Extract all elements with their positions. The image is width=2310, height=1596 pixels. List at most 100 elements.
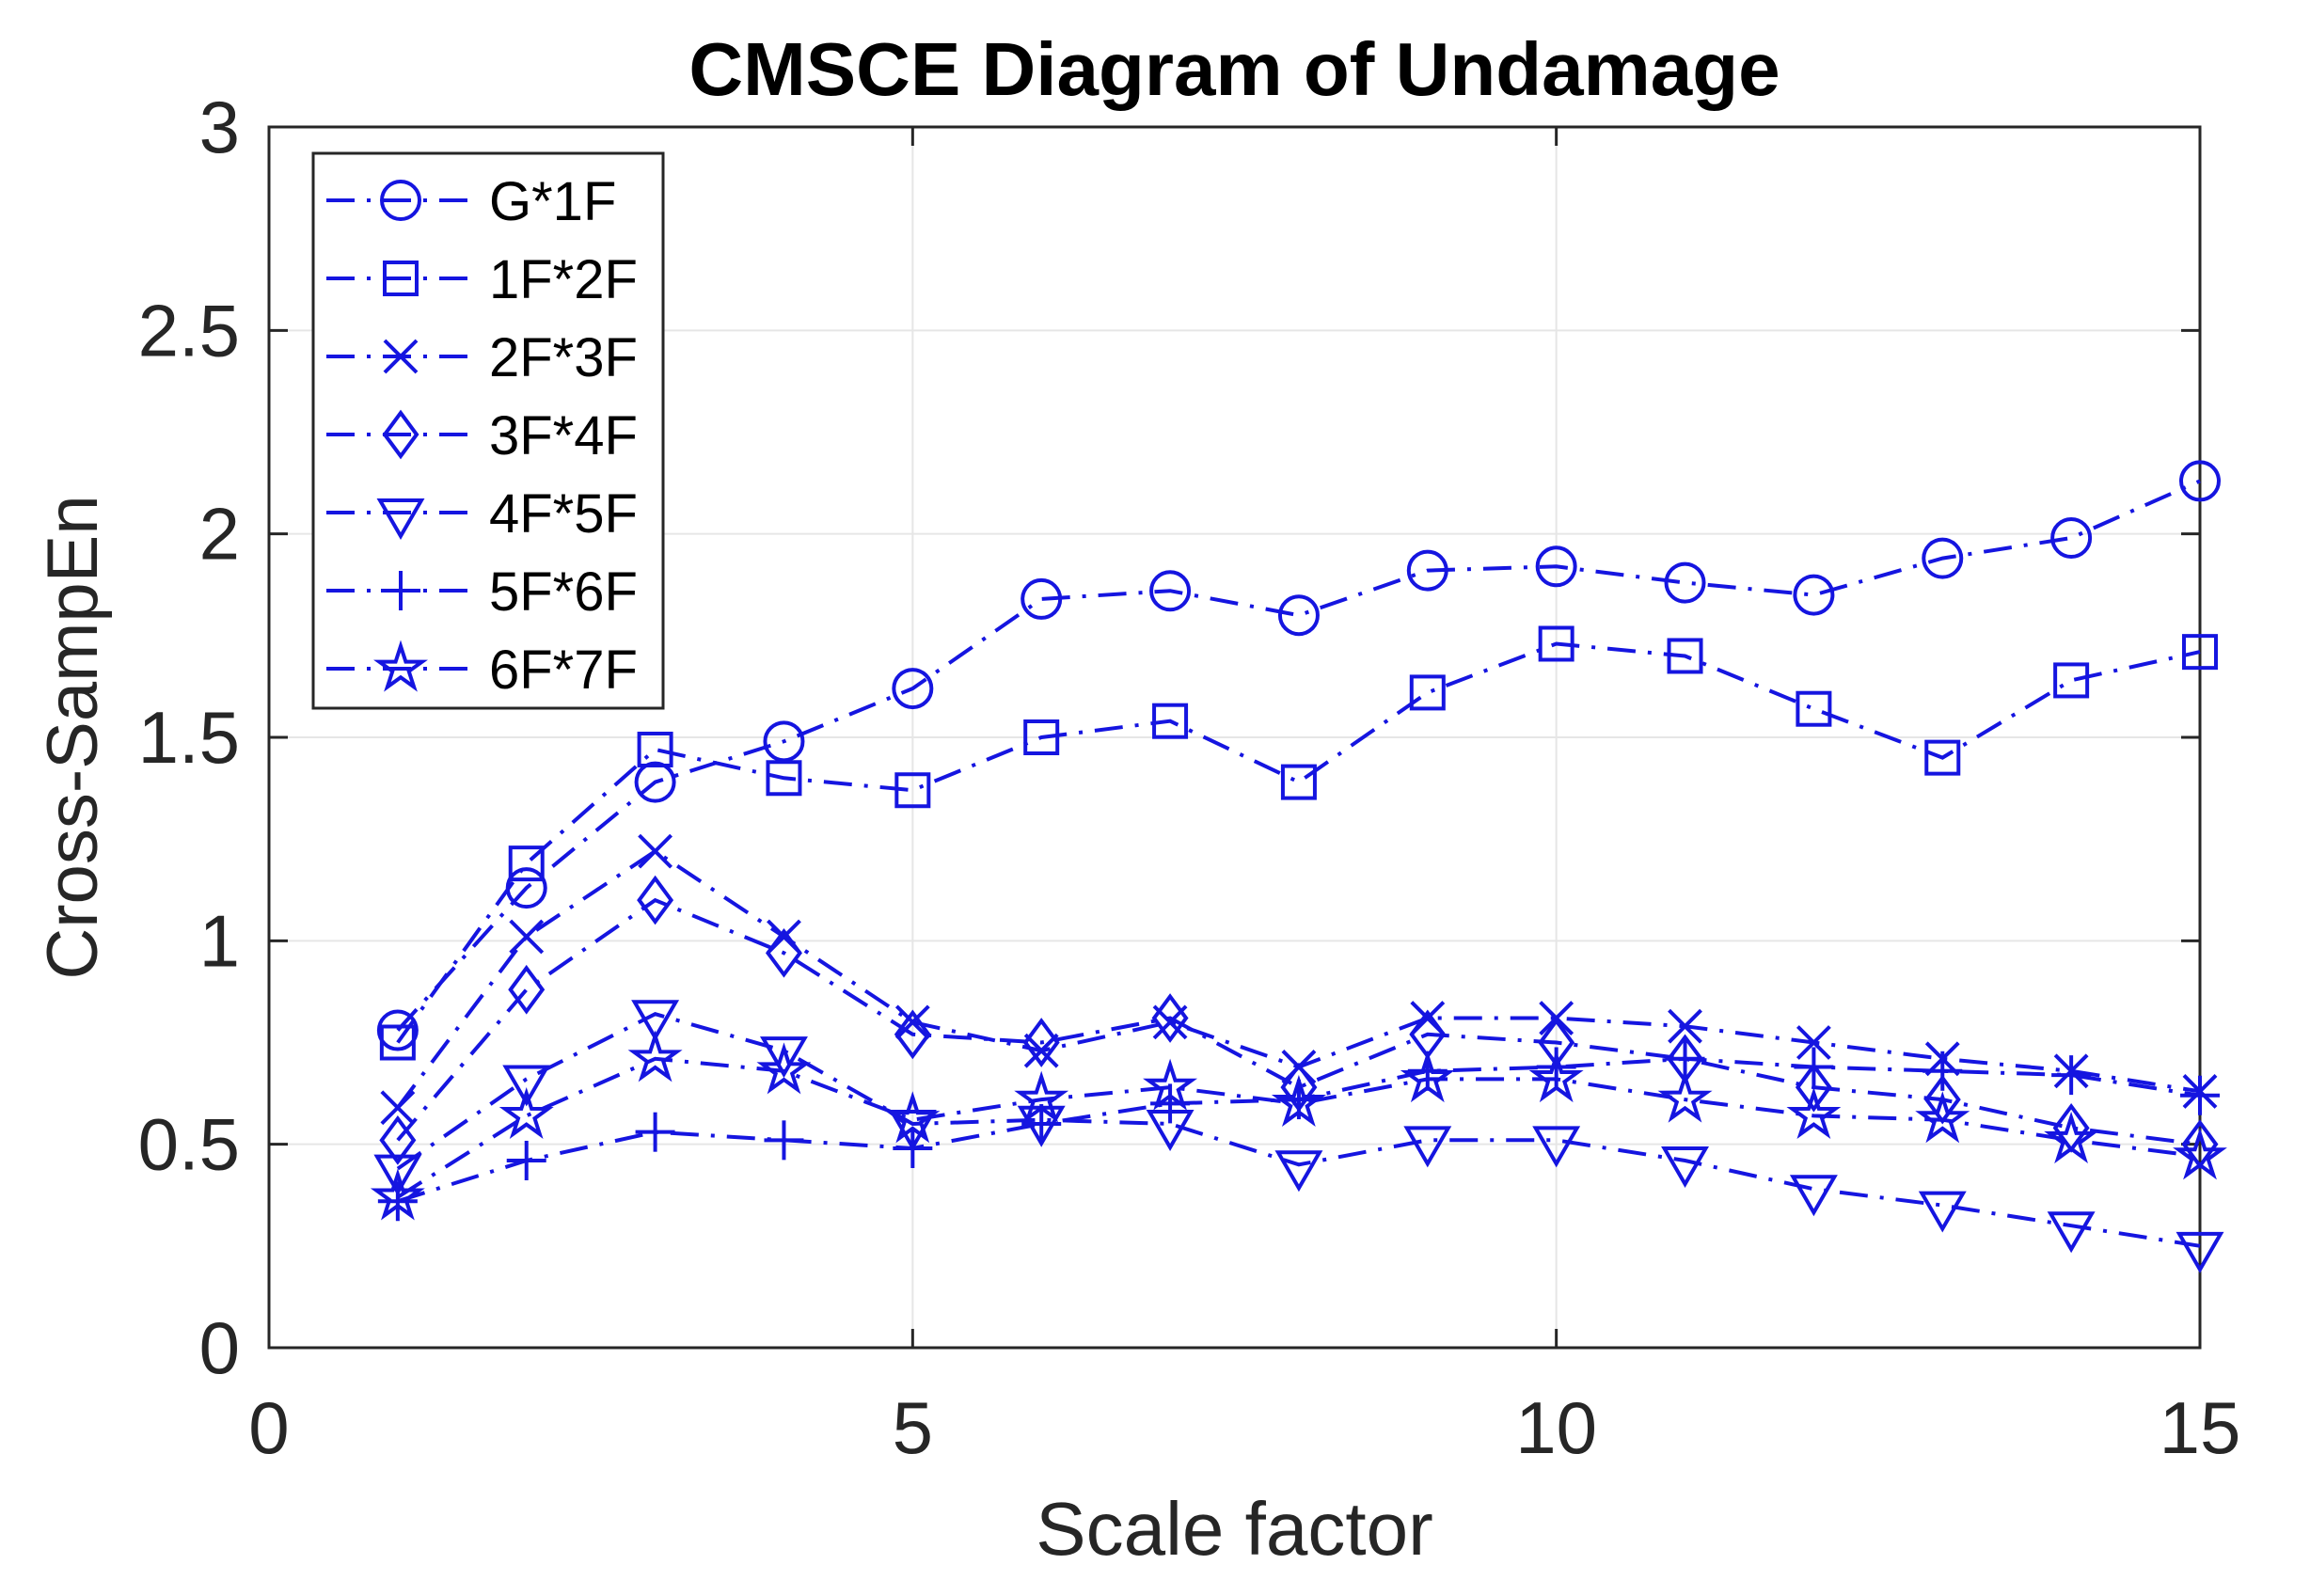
chart-title: CMSCE Diagram of Undamage: [688, 27, 1780, 111]
x-tick-label: 0: [248, 1386, 289, 1469]
star-marker: [2173, 1128, 2227, 1180]
circle-marker: [1406, 549, 1448, 592]
triangle-marker: [759, 1036, 808, 1079]
diamond-marker: [1151, 993, 1189, 1043]
x-marker: [1668, 1008, 1702, 1044]
circle-marker: [1021, 577, 1063, 620]
legend-entry-5F*6F: 5F*6F: [326, 561, 638, 623]
x-marker: [1796, 1025, 1831, 1060]
legend-box: [311, 151, 665, 710]
triangle-marker: [502, 1065, 551, 1107]
x-tick-label: 5: [893, 1386, 933, 1469]
legend-label: 4F*5F: [489, 483, 638, 545]
star-marker: [1657, 1070, 1713, 1123]
square-marker: [1152, 703, 1189, 739]
y-tick-label: 3: [199, 86, 240, 168]
y-tick-label: 2.5: [138, 289, 240, 371]
square-marker: [2053, 662, 2090, 699]
series-6F*7F: [370, 1030, 2227, 1221]
circle-marker: [1793, 574, 1835, 616]
series-G*1F: [376, 460, 2221, 1051]
star-marker: [1271, 1074, 1326, 1128]
legend-label: 3F*4F: [489, 405, 638, 466]
plus-marker: [506, 1140, 546, 1180]
triangle-marker: [2047, 1211, 2096, 1254]
legend-label: 6F*7F: [489, 640, 638, 701]
series-line: [396, 479, 2201, 1032]
star-marker: [373, 640, 428, 692]
legend: G*1F 1F*2F 2F*3F 3F*4F 4F*5F 5F*6F 6F*7F: [311, 151, 665, 710]
triangle-marker: [376, 498, 425, 540]
star-marker: [1014, 1070, 1069, 1123]
y-tick-labels: 0 0.5 1 1.5 2 2.5 3: [138, 86, 240, 1389]
legend-entry-G*1F: G*1F: [326, 171, 616, 232]
circle-marker: [1535, 545, 1577, 588]
plus-marker: [2051, 1055, 2092, 1096]
star-marker: [2044, 1111, 2099, 1164]
diamond-marker: [382, 409, 419, 460]
legend-label: 2F*3F: [489, 327, 638, 388]
diamond-marker: [765, 927, 802, 978]
square-marker: [1023, 719, 1060, 755]
y-tick-label: 1: [199, 899, 240, 982]
plus-marker: [377, 1181, 418, 1222]
triangle-marker: [1661, 1146, 1710, 1188]
x-marker: [509, 919, 545, 955]
circle-marker: [1664, 561, 1706, 604]
square-marker: [1796, 690, 1832, 727]
legend-entry-6F*7F: 6F*7F: [326, 640, 638, 701]
triangle-marker: [1403, 1126, 1452, 1168]
triangle-marker: [631, 1000, 680, 1042]
star-marker: [627, 1030, 683, 1082]
series-line: [396, 641, 2201, 1044]
plus-marker: [1794, 1047, 1834, 1087]
star-marker: [1528, 1050, 1584, 1103]
circle-marker: [1149, 570, 1192, 612]
circle-marker: [2179, 460, 2221, 502]
square-marker: [2182, 634, 2218, 671]
x-axis-label: Scale factor: [1036, 1487, 1433, 1571]
series-line: [396, 897, 2201, 1146]
square-marker: [766, 760, 802, 797]
star-marker: [1915, 1091, 1970, 1144]
legend-entry-2F*3F: 2F*3F: [326, 327, 638, 388]
x-marker: [894, 1004, 930, 1040]
triangle-marker: [1532, 1126, 1581, 1168]
triangle-marker: [373, 1154, 422, 1196]
x-marker: [380, 1090, 416, 1126]
circle-marker: [634, 761, 676, 803]
diamond-marker: [894, 1009, 931, 1060]
diamond-marker: [1795, 1062, 1832, 1113]
square-marker: [1924, 739, 1961, 776]
plus-marker: [381, 571, 420, 610]
plus-marker: [1021, 1104, 1062, 1145]
triangle-marker: [1274, 1150, 1323, 1193]
star-marker: [1786, 1086, 1842, 1140]
x-tick-label: 15: [2160, 1386, 2241, 1469]
star-marker: [885, 1091, 941, 1144]
square-marker: [1280, 764, 1317, 800]
plus-marker: [764, 1120, 804, 1161]
x-marker: [638, 833, 673, 869]
circle-marker: [380, 180, 421, 221]
plus-marker: [635, 1112, 675, 1152]
series-1F*2F: [379, 625, 2218, 1061]
y-tick-label: 0.5: [138, 1103, 240, 1186]
x-tick-labels: 0 5 10 15: [248, 1386, 2240, 1469]
diamond-marker: [1022, 1018, 1060, 1067]
circle-marker: [2050, 516, 2093, 559]
legend-entry-3F*4F: 3F*4F: [326, 405, 638, 466]
square-marker: [383, 261, 419, 296]
legend-label: 1F*2F: [489, 249, 638, 310]
plus-marker: [1922, 1051, 1963, 1091]
diamond-marker: [637, 875, 674, 925]
triangle-marker: [2176, 1231, 2224, 1273]
square-marker: [1538, 625, 1574, 662]
circle-marker: [892, 668, 934, 710]
star-marker: [756, 1042, 812, 1095]
square-marker: [379, 1024, 416, 1061]
plus-marker: [893, 1128, 933, 1168]
circle-marker: [376, 1009, 419, 1051]
triangle-marker: [1918, 1191, 1967, 1233]
